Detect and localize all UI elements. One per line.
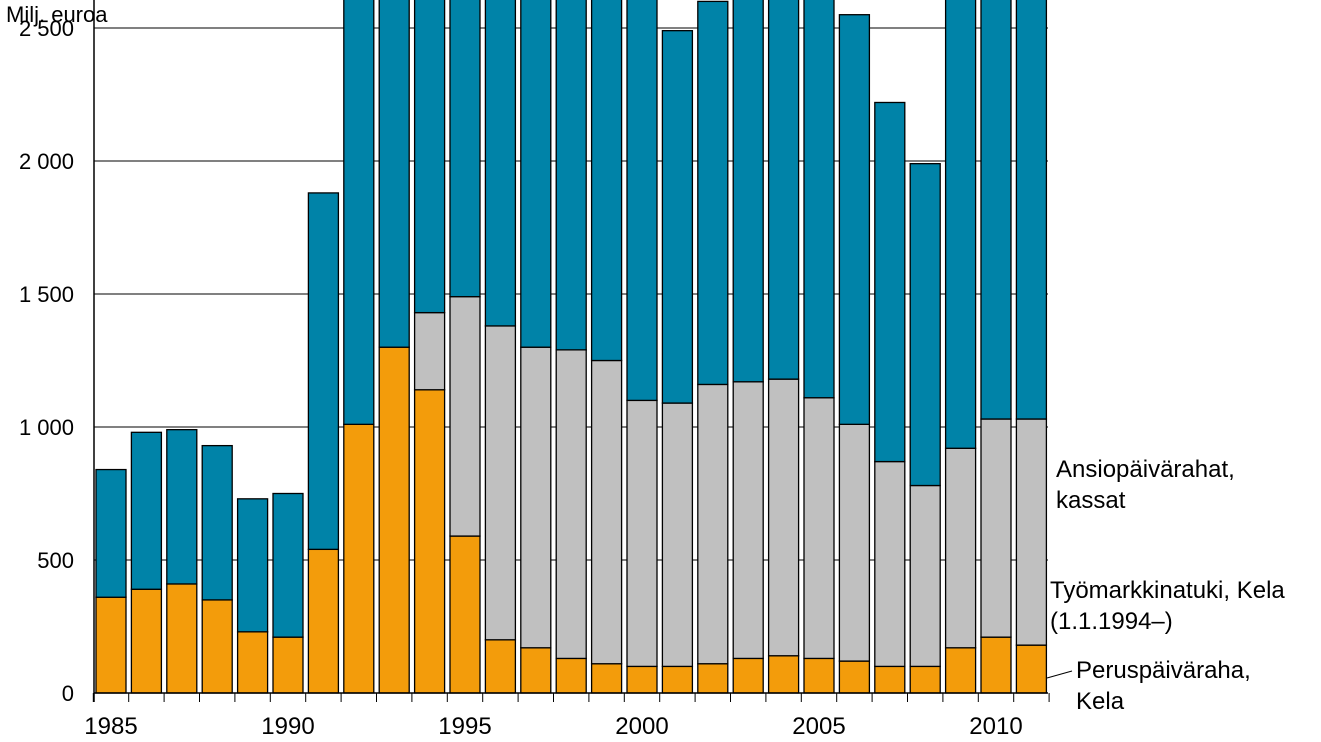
bar-segment [838,423,871,662]
bar-segment [201,599,233,694]
bar-segment [767,655,800,694]
bar-segment [1015,0,1048,420]
bar-segment [166,429,198,585]
bar-segment [413,311,446,391]
x-tick-label: 1985 [84,713,137,740]
series-label: Työmarkkinatuki, Kela [1050,577,1285,604]
series-label: Ansiopäivärahat, [1056,456,1235,483]
series-label: (1.1.1994–) [1050,608,1173,635]
series-label: kassat [1056,487,1126,514]
bar-segment [874,101,906,463]
bar-segment [236,498,269,633]
bar-segment [944,447,977,649]
y-tick-label: 0 [62,681,74,706]
bar-segment [413,0,446,314]
bar-segment [449,535,481,694]
series-label: Peruspäiväraha, [1076,657,1251,684]
bar-segment [767,378,800,657]
bar-segment [236,631,269,694]
y-tick-label: 1 500 [19,282,74,307]
x-tick-label: 2010 [969,713,1022,740]
bar-segment [520,0,552,348]
bar-segment [590,663,623,694]
bar-segment [874,460,906,668]
y-axis-title: Milj. euroa [6,2,108,27]
bar-segment [95,596,127,694]
y-tick-label: 1 000 [19,415,74,440]
y-tick-label: 2 000 [19,149,74,174]
bar-segment [944,647,977,694]
label-leader-line [1046,670,1073,679]
bar-segment [803,0,835,399]
bar-segment [661,665,694,694]
bar-segment [803,397,835,660]
bar-segment [484,0,517,327]
bar-segment [95,468,127,598]
bar-segment [980,636,1012,694]
x-tick-label: 2005 [792,713,845,740]
bar-segment [449,0,481,298]
bar-segment [201,444,233,601]
bar-segment [1015,644,1048,694]
bar-segment [661,402,694,668]
bar-segment [272,492,304,638]
bar-segment [520,346,552,649]
y-tick-label: 500 [37,548,74,573]
x-tick-label: 1995 [438,713,491,740]
bar-segment [484,639,517,694]
series-label: Kela [1076,688,1125,715]
bar-segment [520,647,552,694]
bar-segment [626,665,658,694]
bar-segment [909,484,941,668]
bar-segment [732,381,764,660]
bar-segment [980,418,1012,638]
bar-segment [732,0,764,383]
bar-segment [697,0,729,386]
bar-segment [732,657,764,694]
bar-segment [697,383,729,665]
bar-segment [449,296,481,537]
x-tick-label: 2000 [615,713,668,740]
bar-segment [307,548,340,694]
bar-segment [166,583,198,694]
bar-segment [555,657,587,694]
bar-segment [697,663,729,694]
bar-segment [626,399,658,668]
y-tick-label: 2 500 [19,16,74,41]
bar-segment [803,657,835,694]
bar-segment [590,359,623,665]
bar-segment [484,325,517,641]
bar-segment [307,192,340,551]
bar-segment [555,0,587,351]
bar-segment [272,636,304,694]
bar-segment [378,346,410,694]
bar-segment [343,423,375,694]
bar-segment [944,0,977,449]
x-tick-label: 1990 [261,713,314,740]
bar-segment [909,665,941,694]
bar-segment [555,349,587,660]
bar-segment [590,0,623,362]
bar-segment [980,0,1012,420]
bar-segment [838,14,871,425]
bar-segment [1015,418,1048,646]
bar-segment [874,665,906,694]
bar-segment [413,389,446,694]
bar-segment [130,588,163,694]
bar-segment [130,431,163,590]
bar-segment [378,0,410,348]
bar-segment [626,0,658,402]
bar-segment [343,0,375,425]
bar-segment [838,660,871,694]
bar-segment [909,163,941,487]
bar-segment [767,0,800,380]
bar-segment [661,30,694,404]
